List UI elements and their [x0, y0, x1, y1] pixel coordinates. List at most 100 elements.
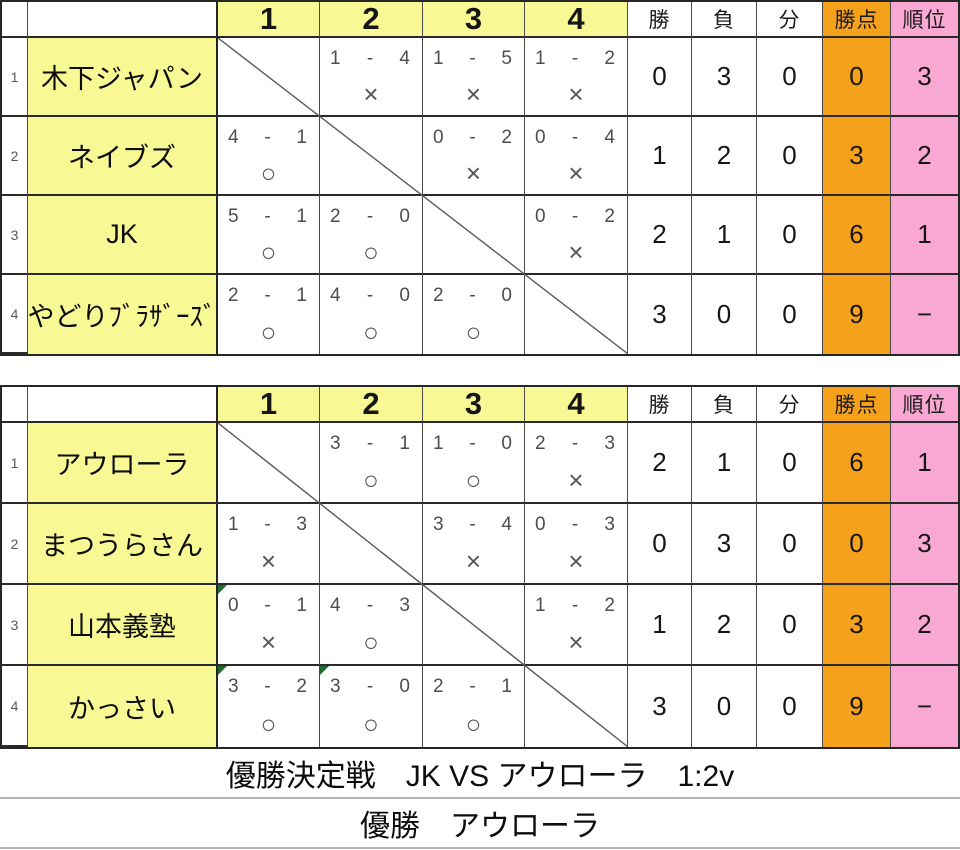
draws-cell[interactable]: 0	[757, 275, 823, 354]
losses-cell[interactable]: 1	[692, 423, 757, 504]
opponent-col-header-3[interactable]: 3	[423, 387, 525, 423]
result-cell[interactable]: 1 - 3 ×	[218, 504, 320, 585]
result-cell[interactable]: 2 - 3 ×	[525, 423, 628, 504]
result-cell[interactable]: 2 - 1 ○	[423, 666, 525, 747]
losses-cell[interactable]: 2	[692, 585, 757, 666]
rank-cell[interactable]: 2	[891, 117, 958, 196]
result-cell[interactable]: 1 - 5 ×	[423, 38, 525, 117]
opponent-col-header-4[interactable]: 4	[525, 2, 628, 38]
diagonal-cell[interactable]	[218, 38, 320, 117]
rank-cell[interactable]: 1	[891, 423, 958, 504]
result-cell[interactable]: 0 - 4 ×	[525, 117, 628, 196]
points-cell[interactable]: 0	[823, 38, 891, 117]
wins-cell[interactable]: 2	[628, 423, 692, 504]
result-cell[interactable]: 4 - 3 ○	[320, 585, 423, 666]
corner-cell[interactable]	[2, 387, 28, 423]
opponent-col-header-1[interactable]: 1	[218, 2, 320, 38]
wins-cell[interactable]: 1	[628, 585, 692, 666]
row-number-cell[interactable]: 3	[2, 196, 28, 275]
result-cell[interactable]: 1 - 2 ×	[525, 585, 628, 666]
result-cell[interactable]: 2 - 0 ○	[320, 196, 423, 275]
draws-col-header[interactable]: 分	[757, 387, 823, 423]
points-cell[interactable]: 3	[823, 117, 891, 196]
team-name-cell[interactable]: 山本義塾	[28, 585, 218, 666]
draws-cell[interactable]: 0	[757, 196, 823, 275]
result-cell[interactable]: 3 - 0 ○	[320, 666, 423, 747]
points-col-header[interactable]: 勝点	[823, 387, 891, 423]
opponent-col-header-1[interactable]: 1	[218, 387, 320, 423]
losses-cell[interactable]: 0	[692, 275, 757, 354]
team-column-header[interactable]	[28, 387, 218, 423]
team-name-cell[interactable]: やどりﾌﾞﾗｻﾞｰｽﾞ	[28, 275, 218, 354]
losses-col-header[interactable]: 負	[692, 387, 757, 423]
losses-cell[interactable]: 1	[692, 196, 757, 275]
team-name-cell[interactable]: かっさい	[28, 666, 218, 747]
draws-cell[interactable]: 0	[757, 423, 823, 504]
points-cell[interactable]: 6	[823, 196, 891, 275]
champion-cell[interactable]: 優勝 アウローラ	[0, 799, 960, 849]
result-cell[interactable]: 0 - 3 ×	[525, 504, 628, 585]
wins-cell[interactable]: 0	[628, 38, 692, 117]
result-cell[interactable]: 4 - 1 ○	[218, 117, 320, 196]
draws-cell[interactable]: 0	[757, 666, 823, 747]
team-name-cell[interactable]: アウローラ	[28, 423, 218, 504]
losses-cell[interactable]: 2	[692, 117, 757, 196]
wins-cell[interactable]: 1	[628, 117, 692, 196]
opponent-col-header-4[interactable]: 4	[525, 387, 628, 423]
rank-cell[interactable]: 3	[891, 38, 958, 117]
result-cell[interactable]: 5 - 1 ○	[218, 196, 320, 275]
result-cell[interactable]: 0 - 2 ×	[525, 196, 628, 275]
draws-cell[interactable]: 0	[757, 504, 823, 585]
result-cell[interactable]: 1 - 4 ×	[320, 38, 423, 117]
losses-cell[interactable]: 0	[692, 666, 757, 747]
diagonal-cell[interactable]	[320, 504, 423, 585]
diagonal-cell[interactable]	[525, 666, 628, 747]
team-column-header[interactable]	[28, 2, 218, 38]
draws-cell[interactable]: 0	[757, 38, 823, 117]
result-cell[interactable]: 1 - 0 ○	[423, 423, 525, 504]
points-cell[interactable]: 0	[823, 504, 891, 585]
wins-col-header[interactable]: 勝	[628, 2, 692, 38]
losses-cell[interactable]: 3	[692, 38, 757, 117]
row-number-cell[interactable]: 1	[2, 423, 28, 504]
draws-col-header[interactable]: 分	[757, 2, 823, 38]
diagonal-cell[interactable]	[423, 196, 525, 275]
final-match-cell[interactable]: 優勝決定戦 JK VS アウローラ 1:2v	[0, 749, 960, 799]
result-cell[interactable]: 0 - 2 ×	[423, 117, 525, 196]
points-cell[interactable]: 6	[823, 423, 891, 504]
row-number-cell[interactable]: 4	[2, 275, 28, 354]
losses-cell[interactable]: 3	[692, 504, 757, 585]
result-cell[interactable]: 3 - 4 ×	[423, 504, 525, 585]
rank-cell[interactable]: −	[891, 275, 958, 354]
rank-col-header[interactable]: 順位	[891, 387, 958, 423]
wins-cell[interactable]: 3	[628, 275, 692, 354]
row-number-cell[interactable]: 2	[2, 504, 28, 585]
draws-cell[interactable]: 0	[757, 117, 823, 196]
diagonal-cell[interactable]	[218, 423, 320, 504]
points-cell[interactable]: 3	[823, 585, 891, 666]
result-cell[interactable]: 3 - 2 ○	[218, 666, 320, 747]
points-cell[interactable]: 9	[823, 275, 891, 354]
opponent-col-header-3[interactable]: 3	[423, 2, 525, 38]
result-cell[interactable]: 0 - 1 ×	[218, 585, 320, 666]
result-cell[interactable]: 2 - 1 ○	[218, 275, 320, 354]
losses-col-header[interactable]: 負	[692, 2, 757, 38]
diagonal-cell[interactable]	[320, 117, 423, 196]
wins-cell[interactable]: 3	[628, 666, 692, 747]
row-number-cell[interactable]: 1	[2, 38, 28, 117]
result-cell[interactable]: 4 - 0 ○	[320, 275, 423, 354]
wins-cell[interactable]: 0	[628, 504, 692, 585]
diagonal-cell[interactable]	[423, 585, 525, 666]
wins-cell[interactable]: 2	[628, 196, 692, 275]
team-name-cell[interactable]: 木下ジャパン	[28, 38, 218, 117]
row-number-cell[interactable]: 4	[2, 666, 28, 747]
rank-cell[interactable]: 2	[891, 585, 958, 666]
opponent-col-header-2[interactable]: 2	[320, 387, 423, 423]
points-cell[interactable]: 9	[823, 666, 891, 747]
rank-cell[interactable]: −	[891, 666, 958, 747]
corner-cell[interactable]	[2, 2, 28, 38]
diagonal-cell[interactable]	[525, 275, 628, 354]
result-cell[interactable]: 3 - 1 ○	[320, 423, 423, 504]
draws-cell[interactable]: 0	[757, 585, 823, 666]
team-name-cell[interactable]: JK	[28, 196, 218, 275]
